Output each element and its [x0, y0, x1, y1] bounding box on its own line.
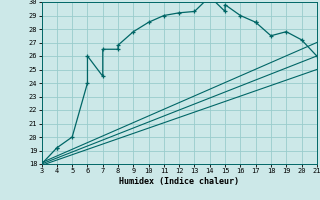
X-axis label: Humidex (Indice chaleur): Humidex (Indice chaleur)	[119, 177, 239, 186]
